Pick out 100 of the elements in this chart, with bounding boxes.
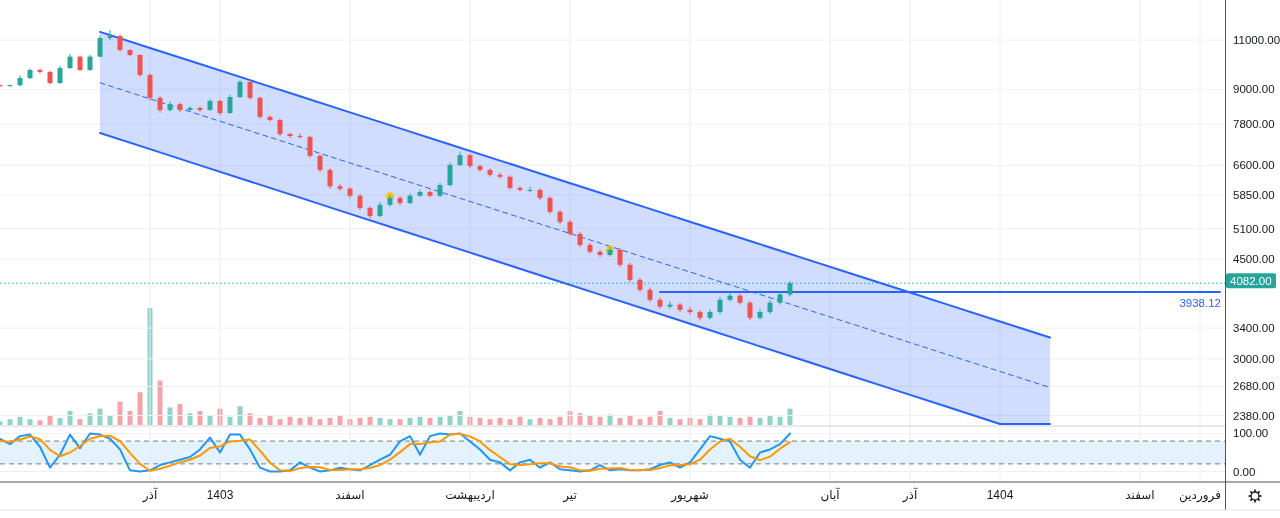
x-tick-label: اسفند bbox=[335, 488, 365, 502]
bar bbox=[647, 416, 653, 425]
bar bbox=[637, 419, 643, 425]
x-tick-label: فروردین bbox=[1179, 488, 1221, 503]
bar bbox=[387, 419, 393, 425]
candlestick bbox=[267, 114, 273, 123]
candlestick bbox=[307, 135, 313, 159]
candlestick bbox=[17, 74, 23, 88]
y-tick-label: 5100.00 bbox=[1233, 222, 1275, 235]
candlestick bbox=[747, 300, 753, 321]
bar bbox=[497, 417, 503, 425]
candlestick bbox=[707, 308, 713, 321]
bar bbox=[747, 416, 753, 425]
y-tick-label: 6600.00 bbox=[1233, 159, 1275, 172]
bar bbox=[717, 415, 723, 425]
bar bbox=[677, 419, 683, 425]
bar bbox=[547, 419, 553, 425]
bar bbox=[57, 417, 63, 425]
bar bbox=[27, 419, 33, 425]
bar bbox=[487, 419, 493, 425]
bar bbox=[397, 419, 403, 425]
bar bbox=[177, 403, 183, 425]
candlestick bbox=[727, 291, 733, 302]
bar bbox=[157, 380, 163, 425]
bar bbox=[257, 417, 263, 425]
y-tick-label: 7800.00 bbox=[1233, 118, 1275, 131]
series-label: 3938.12 bbox=[1179, 297, 1221, 310]
candlestick bbox=[227, 94, 233, 115]
bar bbox=[597, 416, 603, 425]
bar bbox=[107, 415, 113, 425]
bar bbox=[667, 417, 673, 425]
bar bbox=[457, 410, 463, 425]
bar bbox=[407, 417, 413, 425]
bar bbox=[17, 416, 23, 425]
bar bbox=[787, 408, 793, 425]
bar bbox=[307, 416, 313, 425]
candlestick bbox=[447, 161, 453, 187]
candlestick bbox=[237, 79, 243, 99]
line-series bbox=[0, 432, 791, 473]
bar bbox=[47, 415, 53, 425]
x-tick-label: آبان bbox=[820, 487, 841, 502]
bar bbox=[227, 416, 233, 425]
bar bbox=[777, 416, 783, 425]
candlestick bbox=[687, 306, 693, 315]
candlestick bbox=[187, 105, 193, 112]
bar bbox=[247, 413, 253, 425]
candlestick bbox=[667, 300, 673, 310]
bar bbox=[607, 414, 613, 425]
bar bbox=[317, 419, 323, 425]
bar bbox=[67, 410, 73, 425]
x-tick-label: 1404 bbox=[986, 488, 1014, 502]
bar bbox=[237, 406, 243, 425]
bar bbox=[737, 417, 743, 425]
y-tick-label: 0.00 bbox=[1233, 465, 1256, 478]
candlestick bbox=[137, 53, 143, 78]
bar bbox=[287, 416, 293, 425]
bar bbox=[357, 417, 363, 425]
candlestick bbox=[337, 183, 343, 192]
y-tick-label: 3400.00 bbox=[1233, 322, 1275, 335]
bar bbox=[517, 416, 523, 425]
candlestick bbox=[497, 172, 503, 180]
y-tick-label: 11000.00 bbox=[1233, 34, 1280, 47]
bar bbox=[447, 415, 453, 425]
bar bbox=[707, 414, 713, 425]
x-tick-label: اسفند bbox=[1125, 488, 1155, 502]
candlestick bbox=[107, 29, 113, 41]
bar bbox=[507, 419, 513, 425]
candlestick bbox=[287, 132, 293, 139]
y-tick-label: 9000.00 bbox=[1233, 83, 1275, 96]
x-tick-label: آذر bbox=[901, 487, 918, 503]
bar bbox=[697, 419, 703, 425]
bar bbox=[197, 410, 203, 425]
x-tick-label: تیر bbox=[562, 488, 577, 503]
candlestick bbox=[197, 106, 203, 113]
bar bbox=[367, 416, 373, 425]
candlestick bbox=[297, 132, 303, 140]
candlestick bbox=[327, 167, 333, 190]
bar bbox=[277, 419, 283, 425]
bar bbox=[97, 408, 103, 425]
bar bbox=[577, 413, 583, 425]
y-tick-label: 100.00 bbox=[1233, 427, 1269, 440]
bar bbox=[327, 417, 333, 425]
x-tick-label: 1403 bbox=[206, 488, 234, 502]
candlestick bbox=[147, 72, 153, 101]
candlestick bbox=[257, 96, 263, 120]
bar bbox=[187, 413, 193, 425]
bar bbox=[37, 420, 43, 425]
ref-line-label: 4082.00 bbox=[1230, 275, 1272, 288]
line-series bbox=[99, 132, 1051, 425]
bar bbox=[337, 415, 343, 425]
candlestick bbox=[487, 167, 493, 178]
bar bbox=[77, 419, 83, 425]
x-tick-label: اردیبهشت bbox=[445, 488, 495, 503]
bar bbox=[557, 416, 563, 425]
bar bbox=[437, 416, 443, 425]
bar bbox=[207, 415, 213, 425]
bar bbox=[657, 410, 663, 425]
candlestick bbox=[627, 262, 633, 283]
bar bbox=[127, 410, 133, 425]
bar bbox=[137, 392, 143, 425]
